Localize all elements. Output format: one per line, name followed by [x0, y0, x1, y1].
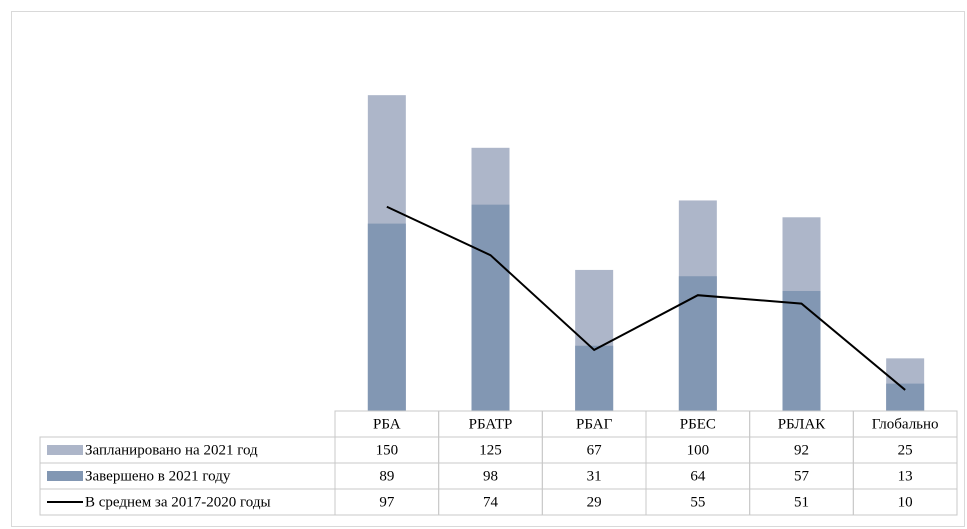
table-value: 25 — [898, 442, 913, 458]
legend-key — [47, 471, 83, 481]
table-value: 98 — [483, 468, 498, 484]
table-value: 74 — [483, 494, 499, 510]
table-value: 55 — [690, 494, 705, 510]
table-value: 67 — [587, 442, 603, 458]
table-value: 13 — [898, 468, 913, 484]
x-tick-label: РБА — [373, 416, 401, 432]
table-value: 97 — [379, 494, 395, 510]
x-tick-label: РБАТР — [469, 416, 513, 432]
legend-label: Запланировано на 2021 год — [85, 442, 258, 458]
table-value: 51 — [794, 494, 809, 510]
bar — [575, 345, 614, 411]
table-value: 92 — [794, 442, 809, 458]
bar — [886, 383, 925, 411]
legend-key — [47, 445, 83, 455]
x-tick-label: РБАГ — [576, 416, 613, 432]
legend-label: В среднем за 2017-2020 годы — [85, 494, 271, 510]
bar — [471, 204, 510, 411]
table-value: 57 — [794, 468, 810, 484]
table-value: 31 — [587, 468, 602, 484]
table-value: 10 — [898, 494, 913, 510]
table-value: 29 — [587, 494, 602, 510]
table-value: 100 — [687, 442, 710, 458]
table-value: 64 — [690, 468, 706, 484]
table-value: 125 — [479, 442, 502, 458]
bar — [367, 223, 406, 411]
x-tick-label: Глобально — [872, 416, 939, 432]
legend-label: Завершено в 2021 году — [85, 468, 231, 484]
line — [386, 205, 906, 391]
chart-border — [11, 11, 965, 527]
bar — [678, 276, 717, 411]
x-tick-label: РБЛАК — [778, 416, 827, 432]
table-cell — [852, 488, 958, 516]
table-value: 150 — [376, 442, 399, 458]
bar — [782, 290, 821, 411]
x-tick-label: РБЕС — [680, 416, 716, 432]
table-value: 89 — [379, 468, 394, 484]
